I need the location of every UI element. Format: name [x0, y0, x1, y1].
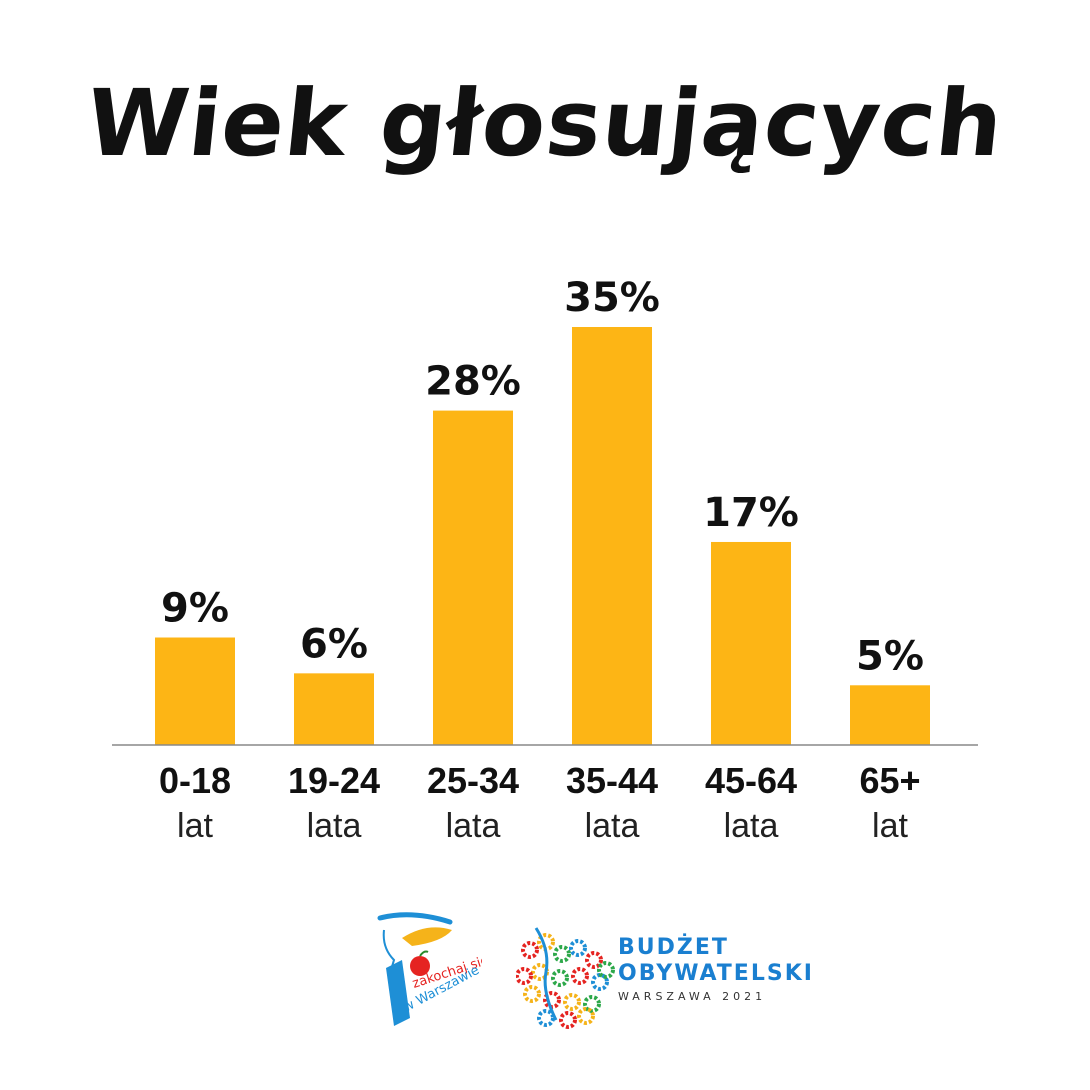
gear-icon [585, 951, 603, 969]
bar-45-64 [711, 541, 791, 745]
gear-icon [543, 991, 561, 1009]
value-label-35-44: 35% [564, 275, 660, 321]
category-sublabel-25-34: lata [446, 807, 501, 845]
gear-icon [516, 967, 533, 985]
zakochaj-sie-w-warszawie-logo: zakochaj się w Warszawie [377, 912, 482, 1026]
category-sublabel-65+: lat [872, 807, 908, 845]
category-label-35-44: 35-44 [566, 760, 658, 801]
bar-35-44 [572, 327, 652, 745]
category-sublabel-35-44: lata [585, 807, 640, 845]
gear-icon [571, 967, 589, 985]
bar-chart: 9% 6% 28% 35% 17% 5% 0-18 lat 19-24 lata 25-34 lat… [112, 275, 978, 845]
gear-icon [597, 961, 615, 979]
bar-0-18 [155, 637, 235, 745]
bar-65+ [850, 685, 930, 745]
value-label-0-18: 9% [161, 586, 229, 632]
gear-icon [563, 993, 581, 1011]
value-label-25-34: 28% [425, 359, 521, 405]
value-label-19-24: 6% [300, 621, 368, 667]
budzet-obywatelski-gears-logo [516, 927, 615, 1029]
gear-icon [551, 969, 569, 987]
category-labels-group: 0-18 lat 19-24 lata 25-34 lata 35-44 lata 45-64 l… [159, 760, 921, 845]
bars-group [155, 327, 930, 745]
gear-icon [523, 985, 541, 1003]
gear-icon [583, 995, 601, 1013]
category-label-65+: 65+ [859, 760, 920, 801]
budzet-line1: BUDŻET [618, 935, 729, 960]
gear-icon [577, 1007, 595, 1025]
bar-19-24 [294, 673, 374, 745]
value-labels-group: 9% 6% 28% 35% 17% 5% [161, 275, 924, 679]
gear-icon [521, 941, 539, 959]
budzet-obywatelski-text: BUDŻET OBYWATELSKI WARSZAWA 2021 [618, 935, 814, 1003]
category-sublabel-19-24: lata [307, 807, 362, 845]
gear-icon [569, 939, 587, 957]
budzet-line2: OBYWATELSKI [618, 961, 814, 986]
category-sublabel-45-64: lata [724, 807, 779, 845]
category-label-19-24: 19-24 [288, 760, 380, 801]
category-label-0-18: 0-18 [159, 760, 231, 801]
bar-25-34 [433, 410, 513, 745]
gear-icon [537, 1009, 555, 1027]
value-label-45-64: 17% [703, 490, 799, 536]
gear-icon [553, 945, 571, 963]
value-label-65+: 5% [856, 633, 924, 679]
category-label-45-64: 45-64 [705, 760, 797, 801]
category-sublabel-0-18: lat [177, 807, 213, 845]
budzet-line3: WARSZAWA 2021 [618, 990, 767, 1003]
gear-icon [559, 1011, 577, 1029]
category-label-25-34: 25-34 [427, 760, 519, 801]
